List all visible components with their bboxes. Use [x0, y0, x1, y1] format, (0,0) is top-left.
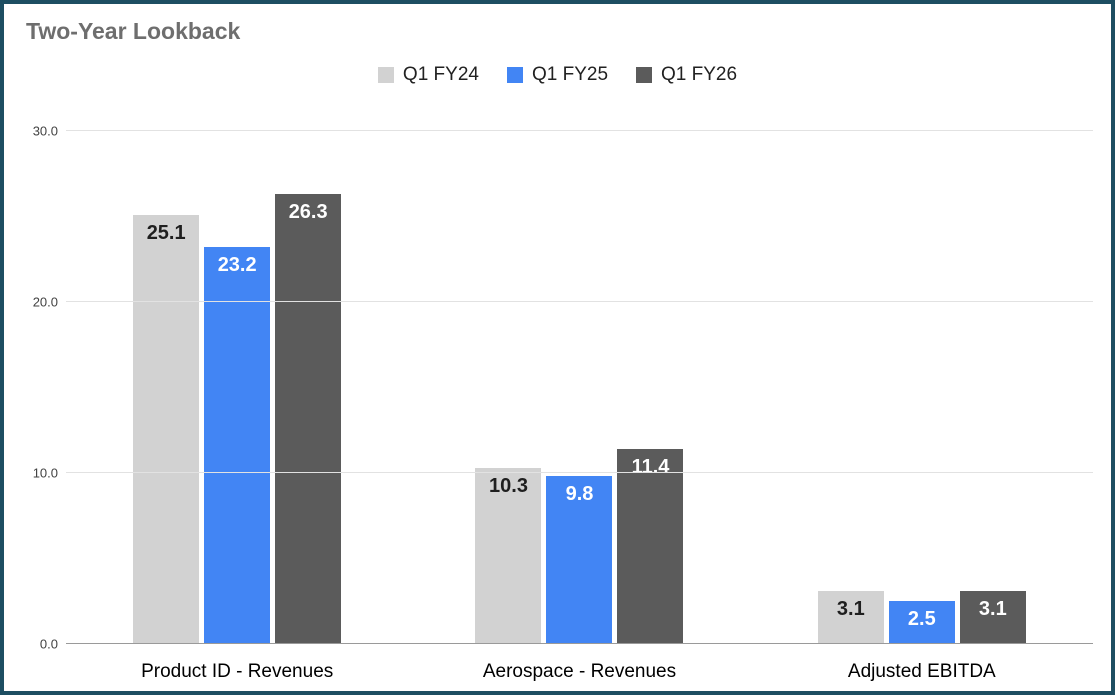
y-tick-label: 30.0	[32, 123, 58, 139]
bar-value-label: 23.2	[217, 254, 257, 277]
bar-group-aerospace-revenues: 10.3 9.8 11.4	[408, 131, 750, 644]
chart-title: Two-Year Lookback	[26, 18, 241, 44]
x-baseline	[66, 643, 1093, 644]
legend-swatch-icon	[377, 67, 394, 83]
bar-value-label: 25.1	[146, 221, 186, 244]
bar-q1-fy26-product-id-revenues: 26.3	[275, 194, 342, 644]
bar-value-label: 10.3	[489, 474, 528, 497]
legend-item-q1-fy24: Q1 FY24	[377, 64, 479, 86]
legend-swatch-icon	[506, 67, 523, 83]
legend-label: Q1 FY26	[661, 64, 738, 85]
x-category-label-product-id-revenues: Product ID - Revenues	[141, 661, 334, 682]
x-axis: Product ID - Revenues Aerospace - Revenue…	[66, 661, 1093, 683]
y-tick-label: 20.0	[32, 294, 58, 310]
legend-label: Q1 FY24	[402, 64, 479, 85]
bar-value-label: 26.3	[288, 201, 328, 224]
bar-groups: 25.1 23.2 26.3 10.3 9.8 11.4 3.1 2.5 3.1	[66, 131, 1093, 644]
bar-value-label: 3.1	[978, 598, 1007, 620]
bar-q1-fy26-aerospace-revenues: 11.4	[617, 449, 684, 644]
legend-item-q1-fy25: Q1 FY25	[506, 64, 609, 86]
x-category-label-adjusted-ebitda: Adjusted EBITDA	[847, 661, 996, 682]
y-tick-label: 10.0	[32, 465, 58, 481]
bar-value-label: 3.1	[836, 598, 865, 620]
plot-area: 25.1 23.2 26.3 10.3 9.8 11.4 3.1 2.5 3.1 0.0 10.0…	[33, 124, 1093, 652]
chart-legend: Q1 FY24 Q1 FY25 Q1 FY26	[4, 64, 1111, 86]
legend-item-q1-fy26: Q1 FY26	[636, 64, 737, 86]
gridline	[66, 130, 1093, 131]
bar-q1-fy24-adjusted-ebitda: 3.1	[817, 591, 884, 644]
bar-q1-fy24-aerospace-revenues: 10.3	[475, 467, 542, 644]
bar-group-adjusted-ebitda: 3.1 2.5 3.1	[751, 131, 1093, 644]
bar-q1-fy24-product-id-revenues: 25.1	[133, 214, 200, 644]
bar-q1-fy25-aerospace-revenues: 9.8	[546, 476, 613, 644]
legend-swatch-icon	[636, 67, 653, 83]
legend-label: Q1 FY25	[531, 64, 609, 85]
bar-value-label: 9.8	[565, 483, 594, 506]
bar-value-label: 11.4	[631, 456, 670, 479]
y-tick-label: 0.0	[39, 636, 58, 652]
bar-group-product-id-revenues: 25.1 23.2 26.3	[66, 131, 408, 644]
gridline	[66, 472, 1093, 473]
bar-q1-fy26-adjusted-ebitda: 3.1	[959, 591, 1026, 644]
x-category-label-aerospace-revenues: Aerospace - Revenues	[482, 661, 677, 682]
bar-q1-fy25-adjusted-ebitda: 2.5	[888, 601, 955, 644]
bar-q1-fy25-product-id-revenues: 23.2	[204, 247, 271, 644]
gridline	[66, 301, 1093, 302]
bar-value-label: 2.5	[907, 608, 936, 631]
